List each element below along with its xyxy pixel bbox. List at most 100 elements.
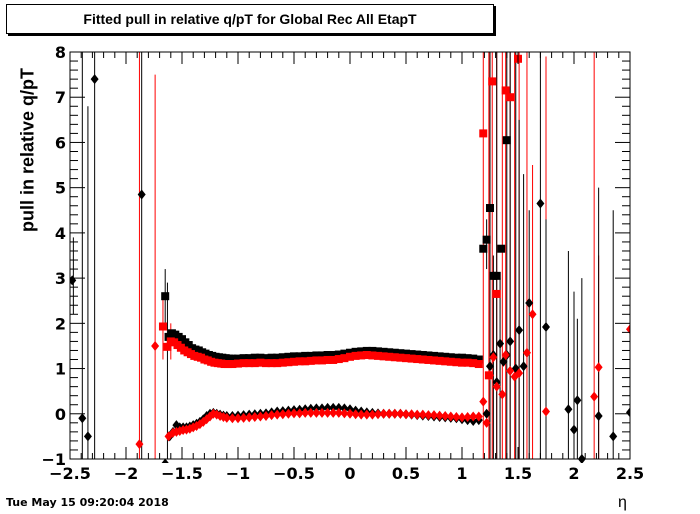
series-3-point-62 — [463, 411, 472, 422]
series-2-point-35 — [312, 356, 321, 365]
series-2-point-21 — [234, 359, 242, 368]
x-tick-label-2: −1.5 — [161, 464, 203, 483]
series-3-point-57 — [435, 410, 444, 421]
series-3-point-77 — [542, 406, 550, 417]
y-tick-label-5: 4 — [55, 224, 66, 243]
series-1-point-5 — [161, 458, 169, 463]
series-3-point-52 — [407, 409, 416, 420]
series-1-point-84 — [570, 424, 578, 435]
series-3-point-29 — [278, 409, 287, 420]
series-3-point-51 — [402, 409, 410, 420]
series-1-point-79 — [519, 361, 528, 372]
series-2-point-29 — [278, 358, 287, 367]
series-2-point-53 — [413, 355, 422, 364]
series-3-point-30 — [284, 408, 293, 419]
series-1-point-70 — [486, 361, 494, 372]
series-3-point-39 — [334, 407, 343, 418]
series-2-point-30 — [284, 358, 293, 367]
timestamp: Tue May 15 09:20:04 2018 — [6, 496, 169, 509]
series-1-point-85 — [573, 395, 582, 406]
series-3-point-28 — [273, 409, 282, 420]
series-0-point-55 — [424, 351, 433, 360]
series-3-point-53 — [413, 409, 422, 420]
series-0-point-33 — [301, 351, 310, 360]
x-axis-label: η — [618, 494, 627, 511]
series-1-point-73 — [496, 338, 505, 349]
series-2-point-54 — [418, 355, 427, 364]
series-2-point-1 — [163, 342, 172, 351]
series-1-point-3 — [90, 74, 99, 85]
series-3-point-67 — [486, 370, 494, 381]
series-2-point-41 — [346, 352, 354, 361]
series-3-point-65 — [479, 396, 488, 407]
series-0-point-69 — [492, 271, 501, 280]
series-0-point-34 — [306, 351, 315, 360]
series-2-point-55 — [424, 355, 433, 364]
series-2-point-28 — [273, 359, 282, 368]
series-3-point-31 — [290, 408, 298, 419]
series-2-point-62 — [463, 358, 472, 367]
series-0-point-54 — [418, 350, 427, 359]
series-3-point-46 — [374, 409, 382, 420]
series-2-point-20 — [228, 360, 237, 369]
series-2-point-43 — [357, 351, 366, 360]
series-1-point-87 — [594, 411, 603, 422]
series-0-point-22 — [239, 354, 248, 363]
series-3-point-27 — [267, 410, 276, 421]
series-1-point-69 — [482, 408, 491, 419]
series-3-point-56 — [430, 410, 438, 421]
data-markers — [70, 54, 630, 463]
series-3-point-22 — [239, 412, 248, 423]
series-1-point-0 — [70, 275, 77, 286]
series-2-point-49 — [390, 353, 399, 362]
series-0-point-27 — [267, 353, 276, 362]
series-0-point-36 — [318, 351, 326, 360]
series-2-point-31 — [290, 357, 298, 366]
y-tick-label-6: 5 — [55, 179, 66, 198]
series-3-point-79 — [594, 362, 603, 373]
series-0-point-62 — [463, 354, 472, 363]
series-0-point-46 — [374, 347, 382, 356]
y-tick-label-3: 2 — [55, 314, 66, 333]
series-0-point-60 — [452, 353, 461, 362]
series-3-point-24 — [250, 411, 259, 422]
series-3-point-76 — [528, 309, 537, 320]
chart-title: Fitted pull in relative q/pT for Global … — [83, 11, 417, 27]
error-bars — [72, 52, 630, 459]
series-0-point-56 — [430, 351, 438, 360]
y-tick-label-0: −1 — [41, 450, 66, 469]
series-2-point-48 — [385, 352, 394, 361]
series-2-point-61 — [458, 358, 466, 367]
x-tick-label-3: −1 — [226, 464, 251, 483]
series-0-point-63 — [469, 354, 478, 363]
series-2-point-36 — [318, 356, 326, 365]
series-3-point-74 — [515, 368, 524, 379]
series-2-point-39 — [334, 355, 343, 364]
series-0-point-51 — [402, 349, 410, 358]
series-3-point-25 — [256, 411, 265, 422]
x-tick-label-1: −2 — [114, 464, 139, 483]
series-0-point-45 — [368, 346, 377, 355]
x-tick-label-6: 0.5 — [392, 464, 420, 483]
series-0-point-30 — [284, 352, 293, 361]
series-2-point-23 — [245, 359, 254, 368]
series-0-point-39 — [334, 350, 343, 359]
x-tick-label-7: 1 — [456, 464, 467, 483]
series-3-point-32 — [295, 408, 304, 419]
series-3-point-78 — [590, 391, 599, 402]
series-0-point-21 — [234, 354, 242, 363]
series-0-point-26 — [262, 354, 270, 363]
series-3-point-38 — [329, 407, 338, 418]
series-2-point-59 — [446, 357, 455, 366]
series-3-point-23 — [245, 412, 254, 423]
series-3-point-26 — [262, 411, 270, 422]
series-0-point-38 — [329, 350, 338, 359]
series-2-point-68 — [492, 289, 501, 298]
series-3-point-66 — [482, 417, 491, 428]
x-tick-label-8: 1.5 — [504, 464, 532, 483]
series-3-point-43 — [357, 409, 366, 420]
series-0-point-67 — [486, 204, 494, 213]
series-3-point-71 — [501, 349, 510, 360]
series-2-point-51 — [402, 354, 410, 363]
